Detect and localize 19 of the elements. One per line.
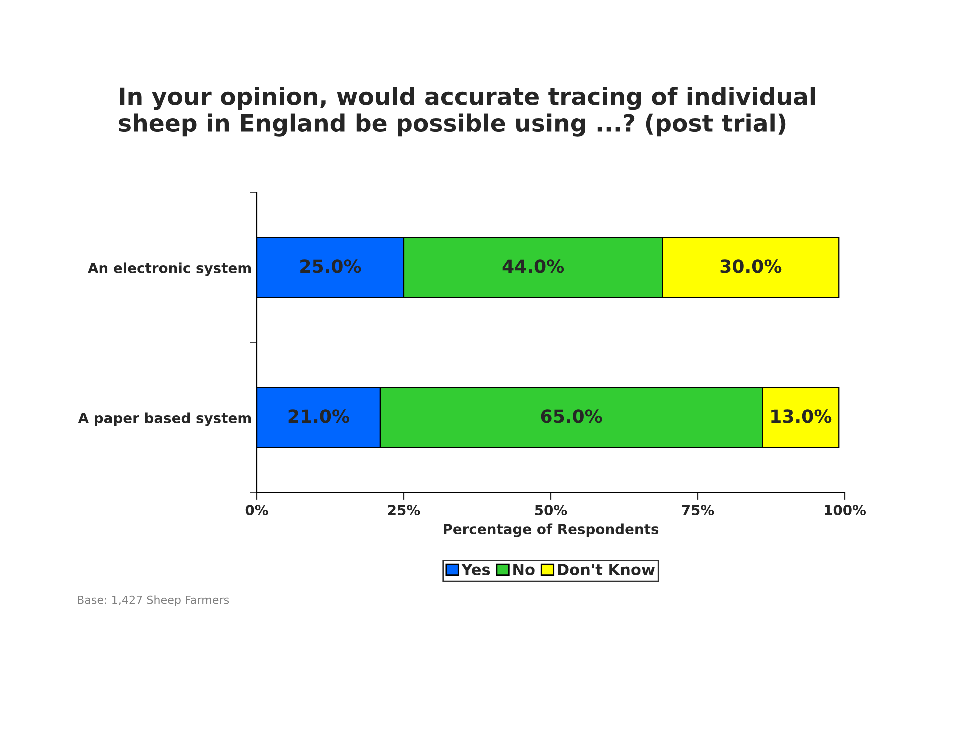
- legend-label: Yes: [462, 564, 490, 576]
- y-tick-label: An electronic system: [88, 262, 252, 276]
- data-label: 25.0%: [300, 260, 362, 274]
- x-tick-label: 0%: [246, 505, 268, 516]
- data-label: 13.0%: [772, 410, 832, 424]
- chart-title: In your opinion, would accurate tracing of individual sheep in England be possible using ...? (post trial): [119, 87, 816, 137]
- x-tick-label: 75%: [682, 505, 714, 516]
- x-axis-title: Percentage of Respondents: [444, 524, 659, 538]
- data-label: 44.0%: [502, 260, 564, 274]
- x-tick-label: 25%: [388, 505, 420, 516]
- x-tick-label: 50%: [535, 505, 568, 516]
- legend-label: No: [514, 564, 535, 576]
- x-tick-label: 100%: [825, 505, 866, 516]
- data-label: 65.0%: [541, 410, 602, 424]
- legend-label: Don't Know: [558, 564, 656, 576]
- data-label: 30.0%: [720, 260, 782, 274]
- y-tick-label: A paper based system: [78, 412, 252, 426]
- text: Base: 1,427 Sheep Farmers: [78, 596, 230, 606]
- data-label: 21.0%: [288, 410, 350, 424]
